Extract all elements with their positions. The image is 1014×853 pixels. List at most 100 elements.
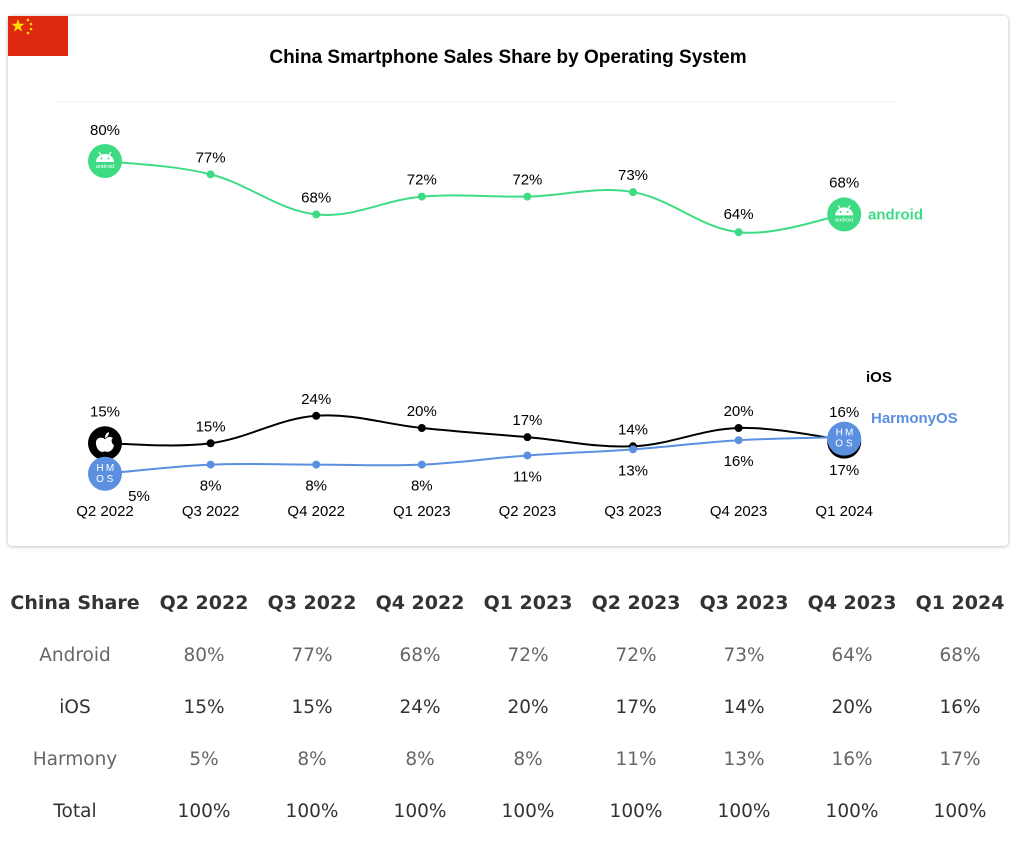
table-row: Total 100% 100% 100% 100% 100% 100% 100%… <box>0 785 1014 837</box>
table-row: iOS 15% 15% 24% 20% 17% 14% 20% 16% <box>0 681 1014 733</box>
table-cell: 100% <box>825 800 879 822</box>
share-table: China Share Q2 2022 Q3 2022 Q4 2022 Q1 2… <box>0 577 1014 837</box>
table-cell: 8% <box>297 748 327 770</box>
table-cell: 17% <box>939 748 981 770</box>
table-cell: 13% <box>723 748 765 770</box>
table-cell: 68% <box>939 644 981 666</box>
table-header-cell: Q2 2022 <box>159 592 249 614</box>
svg-text:O: O <box>96 474 104 485</box>
data-label: 8% <box>305 478 327 495</box>
table-cell: 77% <box>291 644 333 666</box>
table-cell: 100% <box>933 800 987 822</box>
svg-text:android: android <box>96 164 114 170</box>
data-point <box>312 460 321 469</box>
table-cell: 72% <box>615 644 657 666</box>
table-cell: 100% <box>177 800 231 822</box>
data-point <box>206 439 215 448</box>
table-row-label: iOS <box>59 696 91 718</box>
table-cell: 5% <box>189 748 219 770</box>
data-label: 16% <box>829 404 859 421</box>
table-cell: 8% <box>513 748 543 770</box>
svg-text:android: android <box>835 217 853 223</box>
table-cell: 80% <box>183 644 225 666</box>
table-header-row: China Share Q2 2022 Q3 2022 Q4 2022 Q1 2… <box>0 577 1014 629</box>
chart-title: China Smartphone Sales Share by Operatin… <box>269 47 747 68</box>
table-header-cell: Q3 2023 <box>699 592 789 614</box>
data-point <box>312 411 321 420</box>
table-cell: 20% <box>507 696 549 718</box>
table-header-cell: Q1 2024 <box>915 592 1005 614</box>
table-cell: 24% <box>399 696 441 718</box>
table-cell: 8% <box>405 748 435 770</box>
data-point <box>629 445 637 454</box>
data-label: 5% <box>128 488 150 505</box>
table-cell: 16% <box>831 748 873 770</box>
table-cell: 15% <box>291 696 333 718</box>
data-label: 73% <box>618 167 648 184</box>
harmonyos-icon: H MO S <box>827 421 862 459</box>
line-chart: Q2 2022 Q3 2022 Q4 2022 Q1 2023 Q2 2023 Q3 20… <box>58 101 958 520</box>
data-point <box>734 436 743 445</box>
data-point <box>734 228 743 237</box>
table-cell: 100% <box>501 800 555 822</box>
data-label: 72% <box>512 172 542 189</box>
data-label: 17% <box>512 412 542 429</box>
data-label: 80% <box>90 122 120 139</box>
data-point <box>417 460 426 469</box>
table-header-cell: China Share <box>10 592 140 614</box>
china-flag-icon <box>8 16 68 56</box>
table-cell: 17% <box>615 696 657 718</box>
series-line-harmonyos <box>104 436 845 475</box>
svg-text:M: M <box>845 428 853 439</box>
table-cell: 64% <box>831 644 873 666</box>
x-tick-label: Q3 2023 <box>604 503 662 520</box>
svg-text:M: M <box>106 463 114 474</box>
table-cell: 14% <box>723 696 765 718</box>
data-label: 14% <box>618 421 648 438</box>
table-cell: 100% <box>609 800 663 822</box>
data-point <box>206 170 215 179</box>
x-tick-label: Q3 2022 <box>182 503 240 520</box>
android-icon: android <box>827 197 862 232</box>
table-row: Harmony 5% 8% 8% 8% 11% 13% 16% 17% <box>0 733 1014 785</box>
table-header-cell: Q3 2022 <box>267 592 357 614</box>
chart-card: China Smartphone Sales Share by Operatin… <box>8 16 1008 546</box>
table-header-cell: Q2 2023 <box>591 592 681 614</box>
data-label: 68% <box>829 174 859 191</box>
table-cell: 100% <box>285 800 339 822</box>
data-label: 16% <box>724 453 754 470</box>
data-label: 11% <box>513 468 542 485</box>
table-cell: 16% <box>939 696 981 718</box>
data-point <box>523 451 532 460</box>
legend-label-harmonyos: HarmonyOS <box>871 410 958 427</box>
table-cell: 72% <box>507 644 549 666</box>
table-header-cell: Q1 2023 <box>483 592 573 614</box>
data-label: 72% <box>407 172 437 189</box>
data-point <box>523 192 532 201</box>
table-row-label: Total <box>53 800 97 822</box>
table-cell: 15% <box>183 696 225 718</box>
data-point <box>206 460 215 469</box>
data-label: 8% <box>200 478 222 495</box>
data-label: 20% <box>407 403 437 420</box>
data-point <box>417 424 426 432</box>
series-line-ios <box>104 414 845 448</box>
table-cell: 100% <box>393 800 447 822</box>
svg-text:H: H <box>96 463 103 474</box>
table-cell: 73% <box>723 644 765 666</box>
data-label: 13% <box>618 462 648 479</box>
data-label: 20% <box>724 403 754 420</box>
x-tick-label: Q4 2022 <box>287 503 345 520</box>
table-cell: 11% <box>615 748 657 770</box>
data-label: 77% <box>196 149 226 166</box>
series-line-android <box>104 160 845 234</box>
data-label: 15% <box>90 403 120 420</box>
svg-text:O: O <box>835 439 843 450</box>
data-point <box>312 210 321 219</box>
data-label: 24% <box>301 391 331 408</box>
table-row-label: Android <box>39 644 111 666</box>
data-point <box>629 188 637 197</box>
table-cell: 68% <box>399 644 441 666</box>
harmonyos-icon: H MO S <box>88 456 122 491</box>
data-point <box>523 433 532 442</box>
